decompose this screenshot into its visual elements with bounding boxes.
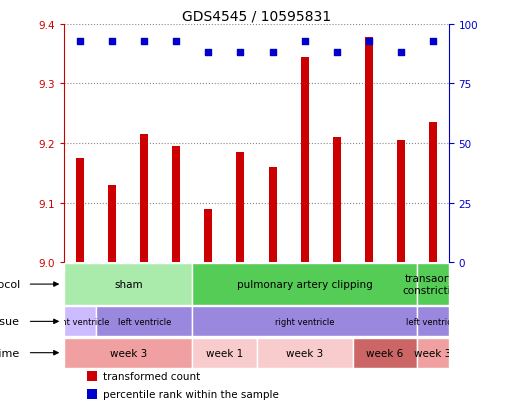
Bar bbox=[429, 123, 437, 263]
Title: GDS4545 / 10595831: GDS4545 / 10595831 bbox=[182, 9, 331, 24]
Text: week 3: week 3 bbox=[286, 348, 323, 358]
Point bbox=[76, 38, 84, 45]
Point bbox=[204, 50, 212, 57]
Bar bbox=[192, 306, 417, 337]
Bar bbox=[87, 371, 97, 381]
Text: week 6: week 6 bbox=[366, 348, 403, 358]
Text: time: time bbox=[0, 348, 20, 358]
Point bbox=[365, 38, 373, 45]
Bar bbox=[365, 38, 373, 263]
Text: week 3: week 3 bbox=[110, 348, 147, 358]
Point bbox=[268, 50, 277, 57]
Text: week 1: week 1 bbox=[206, 348, 243, 358]
Point bbox=[301, 38, 309, 45]
Point bbox=[332, 50, 341, 57]
Point bbox=[236, 50, 245, 57]
Bar bbox=[108, 185, 116, 263]
Bar bbox=[417, 306, 449, 337]
Text: left ventricle: left ventricle bbox=[406, 317, 460, 326]
Point bbox=[172, 38, 181, 45]
Point bbox=[397, 50, 405, 57]
Bar bbox=[64, 338, 192, 368]
Bar bbox=[332, 138, 341, 263]
Text: pulmonary artery clipping: pulmonary artery clipping bbox=[236, 280, 372, 290]
Bar bbox=[96, 306, 192, 337]
Text: tissue: tissue bbox=[0, 317, 20, 327]
Text: transaortic
constriction: transaortic constriction bbox=[402, 274, 464, 295]
Text: right ventricle: right ventricle bbox=[50, 317, 110, 326]
Bar bbox=[192, 263, 417, 305]
Text: right ventricle: right ventricle bbox=[275, 317, 334, 326]
Text: week 3: week 3 bbox=[414, 348, 451, 358]
Bar bbox=[353, 338, 417, 368]
Text: percentile rank within the sample: percentile rank within the sample bbox=[103, 389, 279, 399]
Point bbox=[140, 38, 148, 45]
Bar bbox=[204, 209, 212, 263]
Point bbox=[429, 38, 437, 45]
Bar bbox=[236, 153, 245, 263]
Bar bbox=[172, 147, 181, 263]
Bar bbox=[64, 306, 96, 337]
Bar bbox=[140, 135, 148, 263]
Bar bbox=[256, 338, 353, 368]
Text: sham: sham bbox=[114, 280, 143, 290]
Text: transformed count: transformed count bbox=[103, 371, 200, 381]
Bar bbox=[397, 141, 405, 263]
Bar bbox=[76, 159, 84, 263]
Text: left ventricle: left ventricle bbox=[117, 317, 171, 326]
Bar bbox=[417, 338, 449, 368]
Text: protocol: protocol bbox=[0, 280, 20, 290]
Bar bbox=[301, 57, 309, 263]
Bar bbox=[87, 389, 97, 399]
Bar bbox=[64, 263, 192, 305]
Point bbox=[108, 38, 116, 45]
Bar bbox=[268, 168, 277, 263]
Bar bbox=[417, 263, 449, 305]
Bar bbox=[192, 338, 256, 368]
